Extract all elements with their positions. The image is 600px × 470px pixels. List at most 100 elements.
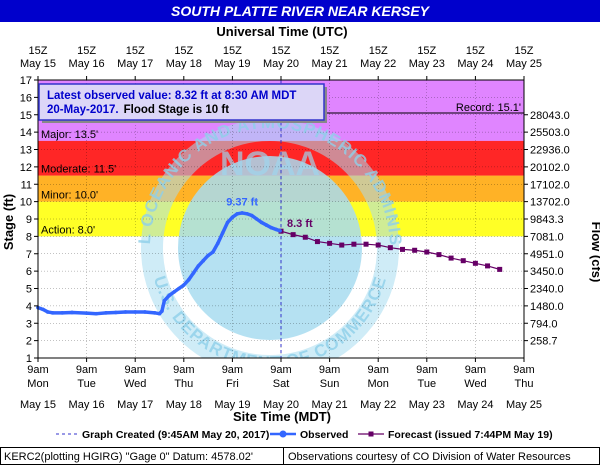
observed-point [216, 241, 220, 246]
local-tick-hour: 9am [465, 364, 486, 376]
observed-point [60, 311, 65, 315]
observed-point [274, 227, 278, 232]
utc-tick-date: May 24 [457, 58, 493, 70]
utc-tick-date: May 22 [360, 58, 396, 70]
forecast-point [290, 232, 296, 238]
utc-tick-date: May 17 [117, 58, 153, 70]
flood-label-action: Action: 8.0' [41, 224, 95, 236]
latest-label: 8.3 ft [287, 218, 313, 230]
footer-gage-info: KERC2(plotting HGIRG) "Gage 0" Datum: 45… [4, 451, 253, 463]
forecast-point [424, 249, 430, 255]
bottom-axis-title: Site Time (MDT) [233, 409, 331, 424]
watermark-center-text: NOAA [220, 145, 320, 183]
flow-tick-label: 17102.0 [530, 179, 570, 191]
stage-tick-label: 1 [26, 353, 32, 365]
observed-point [211, 250, 215, 254]
utc-tick-hour: 15Z [174, 45, 193, 57]
utc-tick-hour: 15Z [77, 45, 96, 57]
observed-point [225, 220, 230, 225]
flow-axis-ticks: 258.7 794.0 1480.0 2340.0 3450.0 4951.0 7081.0… [524, 110, 570, 348]
forecast-point [448, 255, 454, 261]
observed-point [230, 215, 235, 220]
forecast-point [400, 246, 405, 252]
local-tick-hour: 9am [367, 364, 388, 376]
flow-tick-label: 258.7 [530, 336, 558, 348]
observed-point [191, 271, 196, 275]
stage-tick-label: 10 [20, 197, 32, 209]
observed-point [269, 225, 274, 230]
info-line-1: Latest observed value: 8.32 ft at 8:30 A… [47, 90, 296, 102]
observed-point [259, 220, 264, 225]
observed-point [201, 258, 206, 263]
flow-tick-label: 7081.0 [530, 231, 564, 243]
info-flood-stage: Flood Stage is 10 ft [124, 104, 230, 116]
local-tick-date: May 22 [360, 399, 396, 411]
observed-point [157, 311, 162, 316]
local-tick-date: May 20 [263, 399, 299, 411]
forecast-point [412, 247, 418, 253]
flood-category-labels: Action: 8.0' Minor: 10.0' Moderate: 11.5' M… [41, 102, 521, 236]
observed-point [278, 229, 282, 233]
watermark-disc [178, 156, 362, 340]
local-tick-date: May 16 [69, 399, 105, 411]
forecast-point [302, 234, 308, 240]
local-tick-day: Mon [367, 378, 388, 390]
flow-tick-label: 9843.3 [530, 214, 564, 226]
flow-tick-label: 13702.0 [530, 197, 570, 209]
chart-title: SOUTH PLATTE RIVER NEAR KERSEY [171, 3, 431, 19]
utc-tick-date: May 20 [263, 58, 299, 70]
local-axis-ticks: 9am Mon May 15 9am Tue May 16 9am Wed May 17 9am T… [20, 358, 542, 411]
local-tick-hour: 9am [416, 364, 437, 376]
forecast-point [327, 240, 333, 246]
flow-tick-label: 2340.0 [530, 284, 564, 296]
observed-point [162, 298, 167, 303]
stage-tick-label: 5 [26, 284, 32, 296]
observed-point [254, 217, 259, 221]
forecast-point [497, 266, 503, 272]
utc-tick-hour: 15Z [29, 45, 48, 57]
flood-label-minor: Minor: 10.0' [41, 190, 98, 202]
observed-point [94, 311, 99, 316]
forecast-point [387, 245, 393, 251]
legend-created-label: Graph Created (9:45AM May 20, 2017) [82, 429, 269, 441]
local-tick-date: May 17 [117, 399, 153, 411]
utc-tick-date: May 23 [409, 58, 445, 70]
forecast-point [339, 242, 345, 248]
local-tick-day: Mon [27, 378, 48, 390]
local-tick-hour: 9am [173, 364, 194, 376]
observed-point [45, 310, 50, 314]
utc-tick-hour: 15Z [223, 45, 242, 57]
local-tick-date: May 15 [20, 399, 56, 411]
legend: Graph Created (9:45AM May 20, 2017) Obse… [56, 429, 553, 441]
local-tick-day: Wed [464, 378, 486, 390]
local-tick-day: Tue [418, 378, 437, 390]
forecast-point [460, 258, 466, 264]
stage-tick-label: 8 [26, 231, 32, 243]
observed-point [220, 231, 225, 235]
utc-tick-hour: 15Z [417, 45, 436, 57]
observed-point [143, 310, 147, 314]
flood-label-moderate: Moderate: 11.5' [41, 164, 116, 176]
stage-tick-label: 7 [26, 249, 32, 261]
observed-point [196, 264, 201, 268]
legend-observed-label: Observed [300, 429, 348, 441]
forecast-point [314, 239, 320, 245]
local-tick-day: Sun [320, 378, 340, 390]
utc-tick-date: May 19 [214, 58, 250, 70]
observed-point [240, 211, 244, 215]
local-tick-hour: 9am [27, 364, 48, 376]
observed-point [160, 309, 164, 313]
forecast-point [363, 241, 369, 247]
legend-observed-marker [279, 430, 287, 438]
observed-point [113, 310, 118, 315]
observed-point [133, 310, 137, 314]
observed-point [245, 211, 249, 216]
stage-tick-label: 12 [20, 162, 32, 174]
forecast-point [472, 260, 478, 266]
info-date: 20-May-2017. [47, 104, 119, 116]
top-axis-title: Universal Time (UTC) [216, 24, 347, 39]
stage-tick-label: 13 [20, 145, 32, 157]
stage-tick-label: 4 [26, 301, 32, 313]
